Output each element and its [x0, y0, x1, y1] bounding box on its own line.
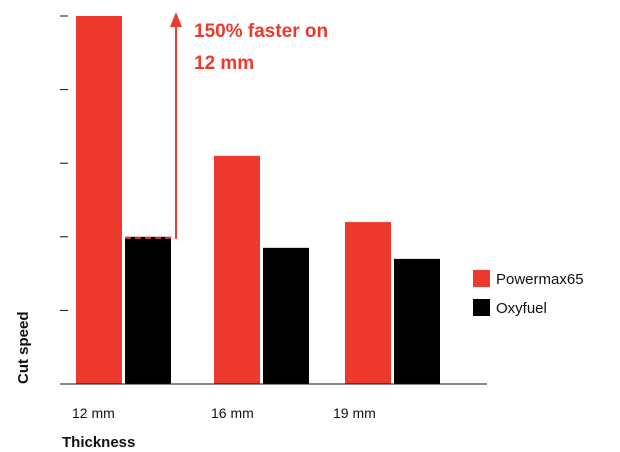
y-axis-ticks: [60, 15, 68, 311]
legend-swatch-powermax65: [473, 270, 490, 287]
bar-oxyfuel-2: [263, 247, 309, 384]
y-axis-title: Cut speed: [15, 311, 32, 384]
x-tick-labels: 12 mm 16 mm 19 mm: [72, 405, 376, 421]
annotation-arrow-head: [170, 12, 182, 27]
bar-powermax65-1: [76, 16, 122, 384]
legend-label-powermax65: Powermax65: [496, 271, 584, 288]
annotation-line-1: 150% faster on: [194, 21, 328, 42]
x-tick-label-1: 12 mm: [72, 405, 115, 421]
x-axis-title: Thickness: [62, 434, 135, 451]
legend-label-oxyfuel: Oxyfuel: [496, 300, 547, 317]
bar-oxyfuel-3: [394, 258, 440, 384]
x-tick-label-2: 16 mm: [211, 405, 254, 421]
legend: Powermax65 Oxyfuel: [473, 270, 584, 317]
bar-oxyfuel-1: [125, 236, 171, 384]
annotation: [125, 12, 182, 239]
x-tick-label-3: 19 mm: [333, 405, 376, 421]
annotation-line-2: 12 mm: [194, 53, 254, 74]
legend-swatch-oxyfuel: [473, 299, 490, 316]
bar-powermax65-3: [345, 222, 391, 384]
bars: [76, 16, 440, 384]
bar-powermax65-2: [214, 155, 260, 384]
